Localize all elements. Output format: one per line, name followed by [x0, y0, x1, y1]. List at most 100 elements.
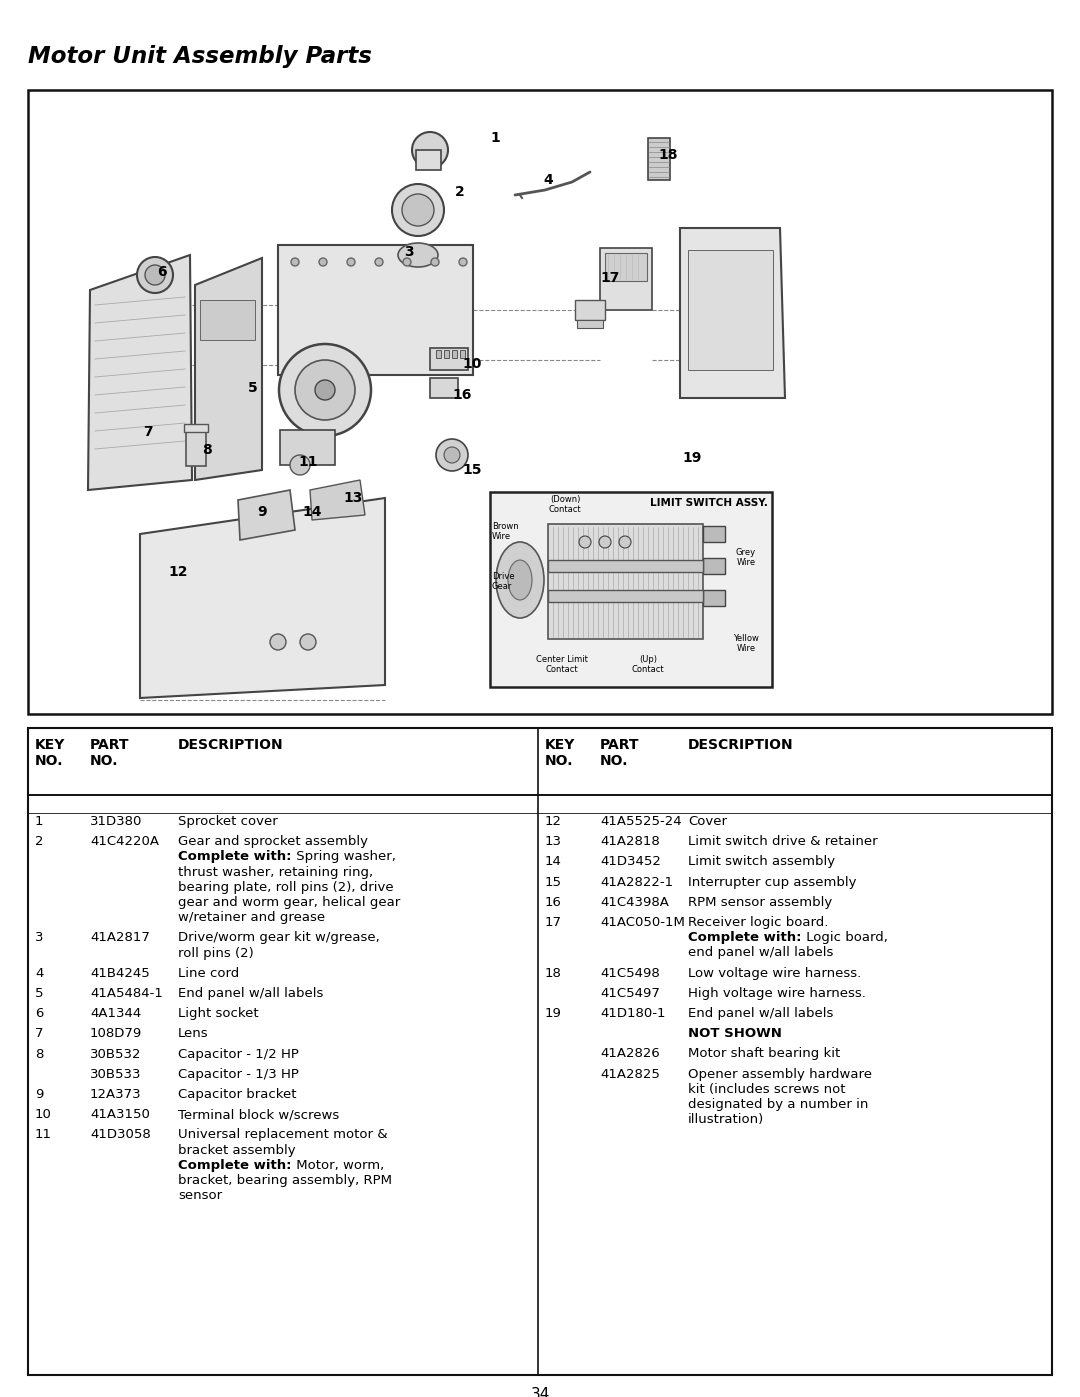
Ellipse shape — [599, 536, 611, 548]
Text: 41A2825: 41A2825 — [600, 1067, 660, 1081]
Text: End panel w/all labels: End panel w/all labels — [178, 988, 323, 1000]
Bar — [444, 351, 449, 358]
Text: 16: 16 — [453, 388, 471, 402]
Bar — [703, 590, 725, 606]
Text: Opener assembly hardware: Opener assembly hardware — [688, 1067, 872, 1081]
Text: 41D3452: 41D3452 — [600, 855, 661, 869]
Ellipse shape — [279, 344, 372, 436]
Text: 41A2822-1: 41A2822-1 — [600, 876, 673, 888]
Bar — [703, 527, 725, 542]
Text: Gear and sprocket assembly: Gear and sprocket assembly — [178, 835, 368, 848]
Text: 17: 17 — [545, 916, 562, 929]
Text: 8: 8 — [35, 1048, 43, 1060]
Text: 6: 6 — [157, 265, 166, 279]
Text: 41A2817: 41A2817 — [90, 932, 150, 944]
Text: 14: 14 — [302, 504, 322, 520]
Text: Brown
Wire: Brown Wire — [492, 522, 518, 542]
Text: Limit switch assembly: Limit switch assembly — [688, 855, 835, 869]
Text: 19: 19 — [545, 1007, 562, 1020]
Text: Logic board,: Logic board, — [801, 932, 888, 944]
Ellipse shape — [315, 380, 335, 400]
Text: 15: 15 — [545, 876, 562, 888]
Text: bracket, bearing assembly, RPM: bracket, bearing assembly, RPM — [178, 1173, 392, 1187]
Text: 5: 5 — [35, 988, 43, 1000]
Ellipse shape — [392, 184, 444, 236]
Text: sensor: sensor — [178, 1189, 222, 1203]
Text: 4A1344: 4A1344 — [90, 1007, 141, 1020]
Text: Motor shaft bearing kit: Motor shaft bearing kit — [688, 1048, 840, 1060]
Text: Sprocket cover: Sprocket cover — [178, 814, 278, 828]
Bar — [575, 300, 605, 320]
Ellipse shape — [291, 258, 299, 265]
Text: Universal replacement motor &: Universal replacement motor & — [178, 1129, 388, 1141]
Bar — [703, 557, 725, 574]
Ellipse shape — [496, 542, 544, 617]
Bar — [436, 351, 441, 358]
Bar — [416, 149, 441, 170]
Bar — [600, 249, 652, 310]
Ellipse shape — [508, 560, 532, 599]
Text: 11: 11 — [35, 1129, 52, 1141]
Text: 1: 1 — [490, 131, 500, 145]
Ellipse shape — [347, 258, 355, 265]
Text: Terminal block w/screws: Terminal block w/screws — [178, 1108, 339, 1122]
Text: end panel w/all labels: end panel w/all labels — [688, 946, 834, 960]
Text: 41AC050-1M: 41AC050-1M — [600, 916, 685, 929]
Text: w/retainer and grease: w/retainer and grease — [178, 911, 325, 925]
Text: 41B4245: 41B4245 — [90, 967, 150, 979]
Ellipse shape — [137, 257, 173, 293]
Text: 41A2818: 41A2818 — [600, 835, 660, 848]
Text: End panel w/all labels: End panel w/all labels — [688, 1007, 834, 1020]
Text: Complete with:: Complete with: — [688, 932, 801, 944]
Text: gear and worm gear, helical gear: gear and worm gear, helical gear — [178, 895, 401, 909]
Ellipse shape — [375, 258, 383, 265]
Bar — [278, 244, 473, 374]
Text: Grey
Wire: Grey Wire — [735, 548, 756, 567]
Text: 41D3058: 41D3058 — [90, 1129, 151, 1141]
Text: Low voltage wire harness.: Low voltage wire harness. — [688, 967, 861, 979]
Polygon shape — [680, 228, 785, 398]
Ellipse shape — [270, 634, 286, 650]
Bar — [548, 590, 703, 602]
Text: 11: 11 — [298, 455, 318, 469]
Text: (Up)
Contact: (Up) Contact — [632, 655, 664, 675]
Ellipse shape — [402, 194, 434, 226]
Text: 16: 16 — [545, 895, 562, 909]
Text: Yellow
Wire: Yellow Wire — [733, 634, 759, 654]
Text: Cover: Cover — [688, 814, 727, 828]
Text: 7: 7 — [35, 1027, 43, 1041]
Polygon shape — [87, 256, 192, 490]
Text: 4: 4 — [35, 967, 43, 979]
Bar — [186, 427, 206, 467]
Text: bearing plate, roll pins (2), drive: bearing plate, roll pins (2), drive — [178, 880, 393, 894]
Text: 6: 6 — [35, 1007, 43, 1020]
Text: Limit switch drive & retainer: Limit switch drive & retainer — [688, 835, 878, 848]
Text: KEY
NO.: KEY NO. — [35, 738, 66, 768]
Text: 5: 5 — [248, 381, 258, 395]
Text: designated by a number in: designated by a number in — [688, 1098, 868, 1111]
Polygon shape — [195, 258, 262, 481]
Text: Complete with:: Complete with: — [178, 1158, 292, 1172]
Text: NOT SHOWN: NOT SHOWN — [688, 1027, 782, 1041]
Text: 18: 18 — [545, 967, 562, 979]
Text: PART
NO.: PART NO. — [600, 738, 639, 768]
Text: 18: 18 — [658, 148, 677, 162]
Text: High voltage wire harness.: High voltage wire harness. — [688, 986, 866, 1000]
Text: 3: 3 — [404, 244, 414, 258]
Bar — [200, 300, 255, 339]
Bar — [28, 728, 1052, 1375]
Text: 13: 13 — [545, 835, 562, 848]
Text: 41C5497: 41C5497 — [600, 986, 660, 1000]
Ellipse shape — [459, 258, 467, 265]
Ellipse shape — [436, 439, 468, 471]
Text: 41A5484-1: 41A5484-1 — [90, 988, 163, 1000]
Text: Motor Unit Assembly Parts: Motor Unit Assembly Parts — [28, 45, 372, 68]
Text: 34: 34 — [530, 1387, 550, 1397]
Ellipse shape — [291, 455, 310, 475]
Text: DESCRIPTION: DESCRIPTION — [178, 738, 284, 752]
Text: Center Limit
Contact: Center Limit Contact — [536, 655, 588, 675]
Text: 41A3150: 41A3150 — [90, 1108, 150, 1122]
Text: 9: 9 — [257, 504, 267, 520]
Bar — [280, 430, 335, 465]
Bar — [577, 320, 603, 328]
